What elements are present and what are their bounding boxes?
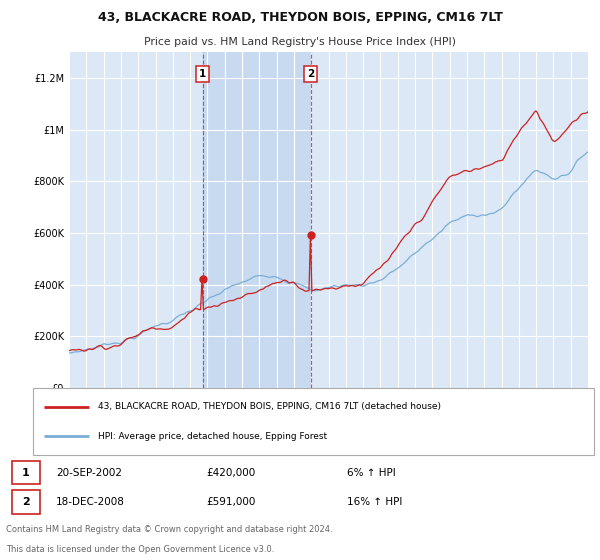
- Text: 2: 2: [307, 69, 314, 79]
- Text: 18-DEC-2008: 18-DEC-2008: [56, 497, 125, 507]
- FancyBboxPatch shape: [12, 490, 40, 514]
- Text: £420,000: £420,000: [206, 468, 255, 478]
- Text: 2: 2: [22, 497, 30, 507]
- Text: Contains HM Land Registry data © Crown copyright and database right 2024.: Contains HM Land Registry data © Crown c…: [6, 525, 332, 534]
- FancyBboxPatch shape: [12, 461, 40, 484]
- Text: 1: 1: [22, 468, 30, 478]
- Text: 6% ↑ HPI: 6% ↑ HPI: [347, 468, 396, 478]
- Text: 43, BLACKACRE ROAD, THEYDON BOIS, EPPING, CM16 7LT: 43, BLACKACRE ROAD, THEYDON BOIS, EPPING…: [98, 11, 502, 25]
- Text: 1: 1: [199, 69, 206, 79]
- Text: HPI: Average price, detached house, Epping Forest: HPI: Average price, detached house, Eppi…: [98, 432, 326, 441]
- Text: This data is licensed under the Open Government Licence v3.0.: This data is licensed under the Open Gov…: [6, 545, 274, 554]
- Text: 20-SEP-2002: 20-SEP-2002: [56, 468, 122, 478]
- FancyBboxPatch shape: [33, 388, 594, 455]
- Text: £591,000: £591,000: [206, 497, 255, 507]
- Text: 43, BLACKACRE ROAD, THEYDON BOIS, EPPING, CM16 7LT (detached house): 43, BLACKACRE ROAD, THEYDON BOIS, EPPING…: [98, 402, 440, 411]
- Bar: [203, 52, 311, 388]
- Text: 16% ↑ HPI: 16% ↑ HPI: [347, 497, 403, 507]
- Text: Price paid vs. HM Land Registry's House Price Index (HPI): Price paid vs. HM Land Registry's House …: [144, 38, 456, 48]
